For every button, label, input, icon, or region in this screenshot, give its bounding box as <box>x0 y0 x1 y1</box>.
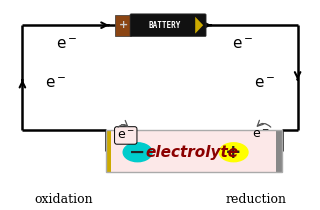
Bar <box>106 130 282 172</box>
Text: e$^-$: e$^-$ <box>252 128 270 141</box>
Text: e$^-$: e$^-$ <box>45 76 66 92</box>
Text: e$^-$: e$^-$ <box>233 37 254 52</box>
Text: e$^-$: e$^-$ <box>254 76 275 92</box>
Bar <box>106 130 111 172</box>
FancyBboxPatch shape <box>130 14 206 37</box>
Text: electrolyte: electrolyte <box>145 145 239 160</box>
Circle shape <box>219 143 248 162</box>
Bar <box>106 130 282 172</box>
Text: BATTERY: BATTERY <box>148 21 180 30</box>
Text: oxidation: oxidation <box>35 193 93 206</box>
Text: +: + <box>119 20 128 30</box>
Circle shape <box>123 143 152 162</box>
Text: e$^-$: e$^-$ <box>57 37 78 52</box>
Polygon shape <box>195 17 203 34</box>
Text: +: + <box>225 143 242 162</box>
Bar <box>115 15 131 36</box>
Text: −: − <box>129 143 146 162</box>
Text: reduction: reduction <box>226 193 286 206</box>
Text: e$^-$: e$^-$ <box>117 129 135 142</box>
Bar <box>276 130 282 172</box>
